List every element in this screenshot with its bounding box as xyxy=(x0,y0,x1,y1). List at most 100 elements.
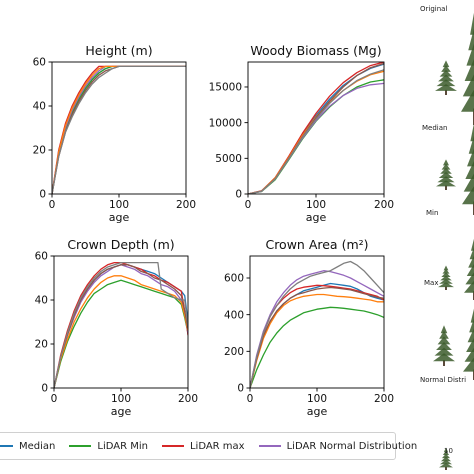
y-tick-label: 400 xyxy=(224,309,244,321)
y-tick-label: 20 xyxy=(35,339,48,351)
tree-foliage-layer xyxy=(439,459,453,465)
legend-swatch-lidar-max xyxy=(161,445,184,447)
y-tick-label: 0 xyxy=(237,383,244,395)
chart-title: Crown Depth (m) xyxy=(67,237,174,252)
tree-foliage-layer xyxy=(439,462,453,468)
x-tick-label: 100 xyxy=(109,199,129,211)
tree-foliage-layer xyxy=(463,173,474,192)
tree-foliage-layer xyxy=(438,74,454,82)
x-tick-label: 100 xyxy=(111,393,131,405)
tree-foliage-layer xyxy=(443,265,449,271)
series-line xyxy=(54,264,188,388)
tree-foliage-layer xyxy=(470,12,474,35)
tree-foliage-layer xyxy=(469,247,474,260)
tree-trunk xyxy=(445,466,447,470)
y-tick-label: 20 xyxy=(33,145,46,157)
y-tick-label: 40 xyxy=(33,101,46,113)
y-tick-label: 15000 xyxy=(209,82,242,94)
legend-item: LiDAR Min xyxy=(69,441,148,452)
series-line xyxy=(52,65,186,194)
y-tick-label: 60 xyxy=(33,57,46,69)
tree-label: Min xyxy=(426,209,439,217)
tree-foliage-layer xyxy=(436,79,456,87)
x-tick-label: 0 xyxy=(51,393,58,405)
tree-foliage-layer xyxy=(468,255,474,268)
series-line xyxy=(248,63,384,194)
x-tick-label: 200 xyxy=(176,199,196,211)
series-group xyxy=(250,260,384,388)
y-tick-label: 0 xyxy=(235,189,242,201)
series-line xyxy=(52,65,186,194)
series-line xyxy=(248,79,384,194)
legend-label: LiDAR Min xyxy=(97,440,148,452)
tree-foliage-layer xyxy=(439,278,453,284)
chart-title: Crown Area (m²) xyxy=(265,237,368,252)
x-tick-label: 100 xyxy=(307,393,327,405)
series-line xyxy=(248,70,384,194)
tree-label: 10 xyxy=(444,447,453,455)
series-line xyxy=(54,264,188,388)
tree-panel xyxy=(433,12,474,470)
series-line xyxy=(54,275,188,388)
series-line xyxy=(52,65,186,194)
tree-foliage-layer xyxy=(440,325,448,334)
y-tick-label: 600 xyxy=(224,273,244,285)
chart-panel: Height (m) 0 100 200 0 20 40 60 age xyxy=(33,43,196,224)
x-tick-label: 200 xyxy=(178,393,198,405)
tree-icon-normal-large xyxy=(463,308,474,380)
tree-foliage-layer xyxy=(468,135,474,154)
tree-foliage-layer xyxy=(440,275,452,281)
tree-label: Median xyxy=(422,124,448,132)
tree-icon-max-large xyxy=(464,238,474,300)
y-tick-label: 5000 xyxy=(215,153,242,165)
tree-icon-10-small xyxy=(439,447,453,470)
legend-label: Median xyxy=(19,440,56,452)
chart-legend: Median LiDAR Min LiDAR max LiDAR Normal … xyxy=(0,432,417,460)
legend-swatch-lidar-normal xyxy=(258,445,281,447)
tree-foliage-layer xyxy=(436,180,456,187)
legend-item: Median xyxy=(0,441,55,452)
series-line xyxy=(54,261,188,388)
x-axis-label: age xyxy=(307,405,328,418)
tree-foliage-layer xyxy=(437,336,451,345)
tree-foliage-layer xyxy=(443,159,449,166)
tree-foliage-layer xyxy=(435,84,457,91)
tree-foliage-layer xyxy=(441,453,451,459)
series-line xyxy=(54,279,188,388)
tree-foliage-layer xyxy=(440,167,452,174)
tree-foliage-layer xyxy=(441,163,451,170)
legend-item: LiDAR Normal Distribution xyxy=(258,441,417,452)
tree-foliage-layer xyxy=(438,172,454,178)
legend-swatch-median xyxy=(0,445,13,447)
series-group xyxy=(54,261,188,388)
legend-item: LiDAR max xyxy=(161,440,245,452)
x-tick-label: 100 xyxy=(306,199,326,211)
chart-title: Woody Biomass (Mg) xyxy=(250,43,381,58)
series-line xyxy=(250,306,384,388)
tree-foliage-layer xyxy=(470,123,474,142)
x-tick-label: 0 xyxy=(245,199,252,211)
tree-icon-normal-small xyxy=(433,325,455,366)
series-line xyxy=(250,284,384,388)
y-tick-label: 40 xyxy=(35,295,48,307)
tree-foliage-layer xyxy=(434,347,454,356)
x-axis-label: age xyxy=(111,405,132,418)
series-line xyxy=(248,62,384,194)
x-axis-label: age xyxy=(109,211,130,224)
y-tick-label: 10000 xyxy=(209,117,242,129)
chart-panel: Woody Biomass (Mg) 0 100 200 0 5000 10000 15000… xyxy=(209,43,394,224)
y-tick-label: 60 xyxy=(35,251,48,263)
x-tick-label: 0 xyxy=(247,393,254,405)
tree-foliage-layer xyxy=(442,60,450,68)
series-group xyxy=(52,65,186,194)
tree-icon-max-small xyxy=(438,265,454,290)
legend-label: LiDAR max xyxy=(189,440,245,452)
plot-frame xyxy=(51,61,187,195)
tree-foliage-layer xyxy=(471,238,474,251)
series-line xyxy=(250,270,384,388)
tree-icon-min-small xyxy=(436,159,456,190)
x-tick-label: 200 xyxy=(374,393,394,405)
series-line xyxy=(250,293,384,388)
tree-foliage-layer xyxy=(442,268,450,274)
tree-foliage-layer xyxy=(442,450,450,456)
